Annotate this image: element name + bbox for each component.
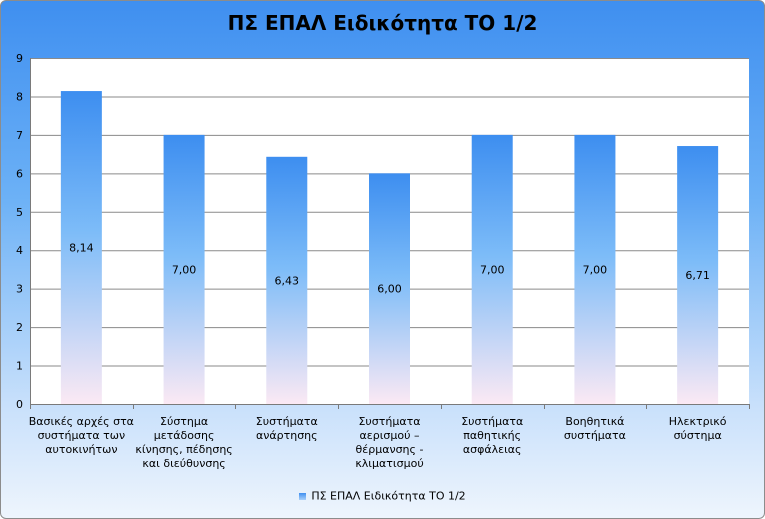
category-label: Βασικές αρχές στα — [29, 415, 134, 428]
category-label: Ηλεκτρικό — [669, 415, 727, 428]
legend-label: ΠΣ ΕΠΑΛ Ειδικότητα ΤΟ 1/2 — [311, 489, 466, 503]
bar — [163, 134, 205, 404]
category-label: αερισμού – — [360, 429, 420, 442]
data-label: 7,00 — [480, 263, 505, 276]
y-tick-label: 4 — [16, 244, 23, 257]
category-label: ασφάλειας — [463, 443, 522, 456]
category-label: συστήματα των — [38, 429, 126, 442]
y-tick-label: 7 — [16, 129, 23, 142]
category-label: παθητικής — [463, 429, 521, 442]
legend: ΠΣ ΕΠΑΛ Ειδικότητα ΤΟ 1/2 — [1, 489, 764, 503]
y-tick-label: 6 — [16, 167, 23, 180]
category-label: Συστήματα — [461, 415, 523, 428]
y-tick-label: 2 — [16, 321, 23, 334]
data-label: 6,00 — [377, 283, 402, 296]
category-label: Συστήματα — [256, 415, 318, 428]
data-label: 7,00 — [172, 263, 197, 276]
y-tick-label: 3 — [16, 283, 23, 296]
legend-swatch — [299, 492, 307, 500]
y-tick-label: 1 — [16, 360, 23, 373]
data-label: 6,43 — [275, 274, 300, 287]
category-label: ανάρτησης — [256, 429, 318, 442]
category-label: θέρμανσης - — [356, 443, 424, 456]
bar — [369, 173, 410, 404]
category-label: συστήματα — [564, 429, 626, 442]
category-label: κλιματισμού — [355, 457, 423, 470]
data-label: 6,71 — [685, 269, 710, 282]
category-label: κίνησης, πέδησης — [135, 443, 232, 456]
chart-title: ΠΣ ΕΠΑΛ Ειδικότητα ΤΟ 1/2 — [227, 11, 538, 35]
bar — [266, 156, 308, 404]
y-tick-label: 8 — [16, 90, 23, 103]
category-label: αυτοκινήτων — [45, 443, 117, 456]
bar — [60, 91, 102, 404]
category-label: Βοηθητικά — [565, 415, 624, 428]
y-tick-label: 5 — [16, 206, 23, 219]
category-label: σύστημα — [674, 429, 722, 442]
bar — [574, 134, 616, 404]
category-label: μετάδοσης — [154, 429, 215, 442]
bar — [677, 146, 719, 404]
category-label: Συστήματα — [358, 415, 420, 428]
y-tick-label: 0 — [16, 398, 23, 411]
category-label: και διεύθυνσης — [142, 457, 225, 470]
data-label: 8,14 — [69, 242, 94, 255]
category-label: Σύστημα — [160, 415, 208, 428]
y-tick-label: 9 — [16, 52, 23, 65]
bar — [471, 134, 513, 404]
data-label: 7,00 — [583, 263, 608, 276]
